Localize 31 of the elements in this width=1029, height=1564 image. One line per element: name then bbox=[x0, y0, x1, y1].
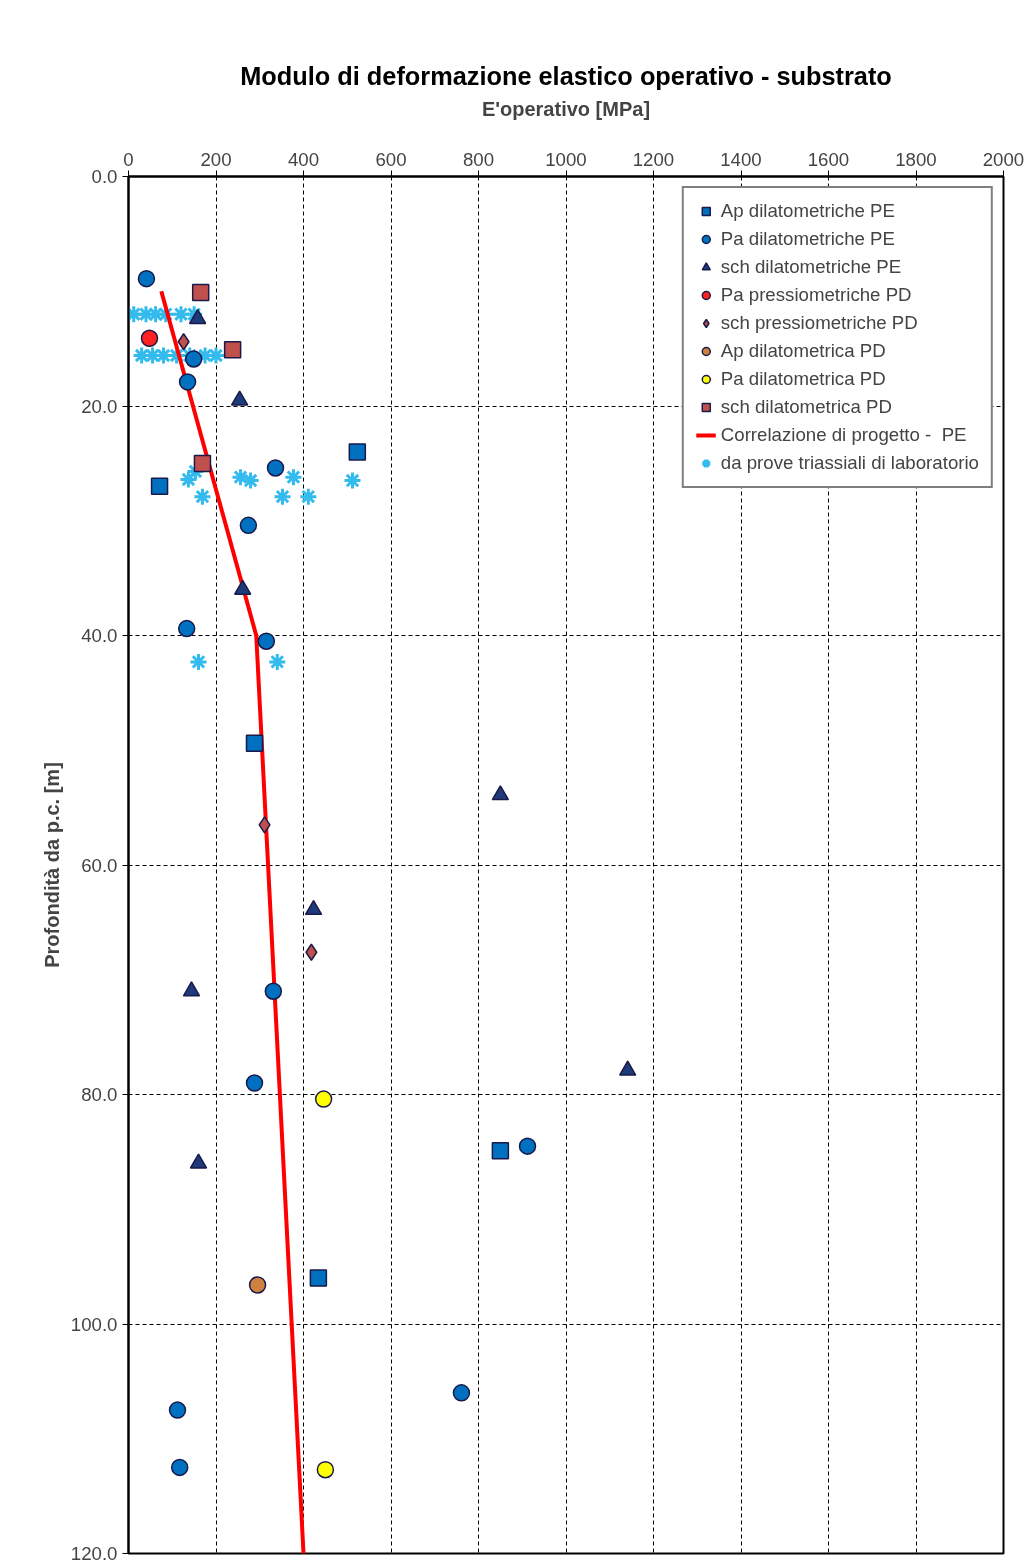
legend-label: sch pressiometriche PD bbox=[720, 312, 918, 334]
y-tick-label: 20.0 bbox=[81, 395, 118, 417]
legend-label: Pa pressiometriche PD bbox=[720, 284, 912, 306]
legend-label: Correlazione di progetto - PE bbox=[720, 424, 967, 446]
y-tick-label: 120.0 bbox=[70, 1543, 118, 1564]
legend-label: sch dilatometrica PD bbox=[720, 396, 892, 418]
chart-title: Modulo di deformazione elastico operativo - substrato bbox=[240, 61, 892, 90]
legend-label: da prove triassiali di laboratorio bbox=[720, 452, 979, 474]
x-tick-label: 1000 bbox=[545, 148, 587, 170]
y-tick-label: 80.0 bbox=[81, 1084, 118, 1105]
legend-label: Ap dilatometrica PD bbox=[720, 340, 886, 362]
legend-label: Pa dilatometriche PE bbox=[720, 228, 895, 250]
x-tick-label: 1400 bbox=[720, 148, 762, 170]
x-tick-label: 1800 bbox=[895, 148, 937, 170]
x-tick-label: 600 bbox=[375, 148, 407, 170]
legend-label: sch dilatometriche PE bbox=[720, 256, 902, 278]
x-tick-label: 200 bbox=[200, 148, 232, 170]
y-tick-label: 100.0 bbox=[70, 1313, 118, 1335]
x-tick-label: 2000 bbox=[982, 148, 1025, 170]
y-tick-label: 60.0 bbox=[81, 854, 118, 876]
x-tick-label: 0 bbox=[123, 148, 134, 170]
legend-label: Ap dilatometriche PE bbox=[720, 200, 895, 222]
y-axis-title: Profondità da p.c. [m] bbox=[40, 762, 63, 968]
x-tick-label: 1600 bbox=[807, 148, 850, 170]
x-tick-label: 400 bbox=[287, 148, 320, 170]
x-tick-label: 800 bbox=[462, 148, 495, 170]
legend-label: Pa dilatometrica PD bbox=[720, 368, 886, 390]
y-tick-label: 0.0 bbox=[91, 166, 118, 187]
x-axis-title: E'operativo [MPa] bbox=[481, 97, 651, 120]
y-tick-label: 40.0 bbox=[81, 625, 118, 646]
x-tick-label: 1200 bbox=[632, 148, 675, 170]
